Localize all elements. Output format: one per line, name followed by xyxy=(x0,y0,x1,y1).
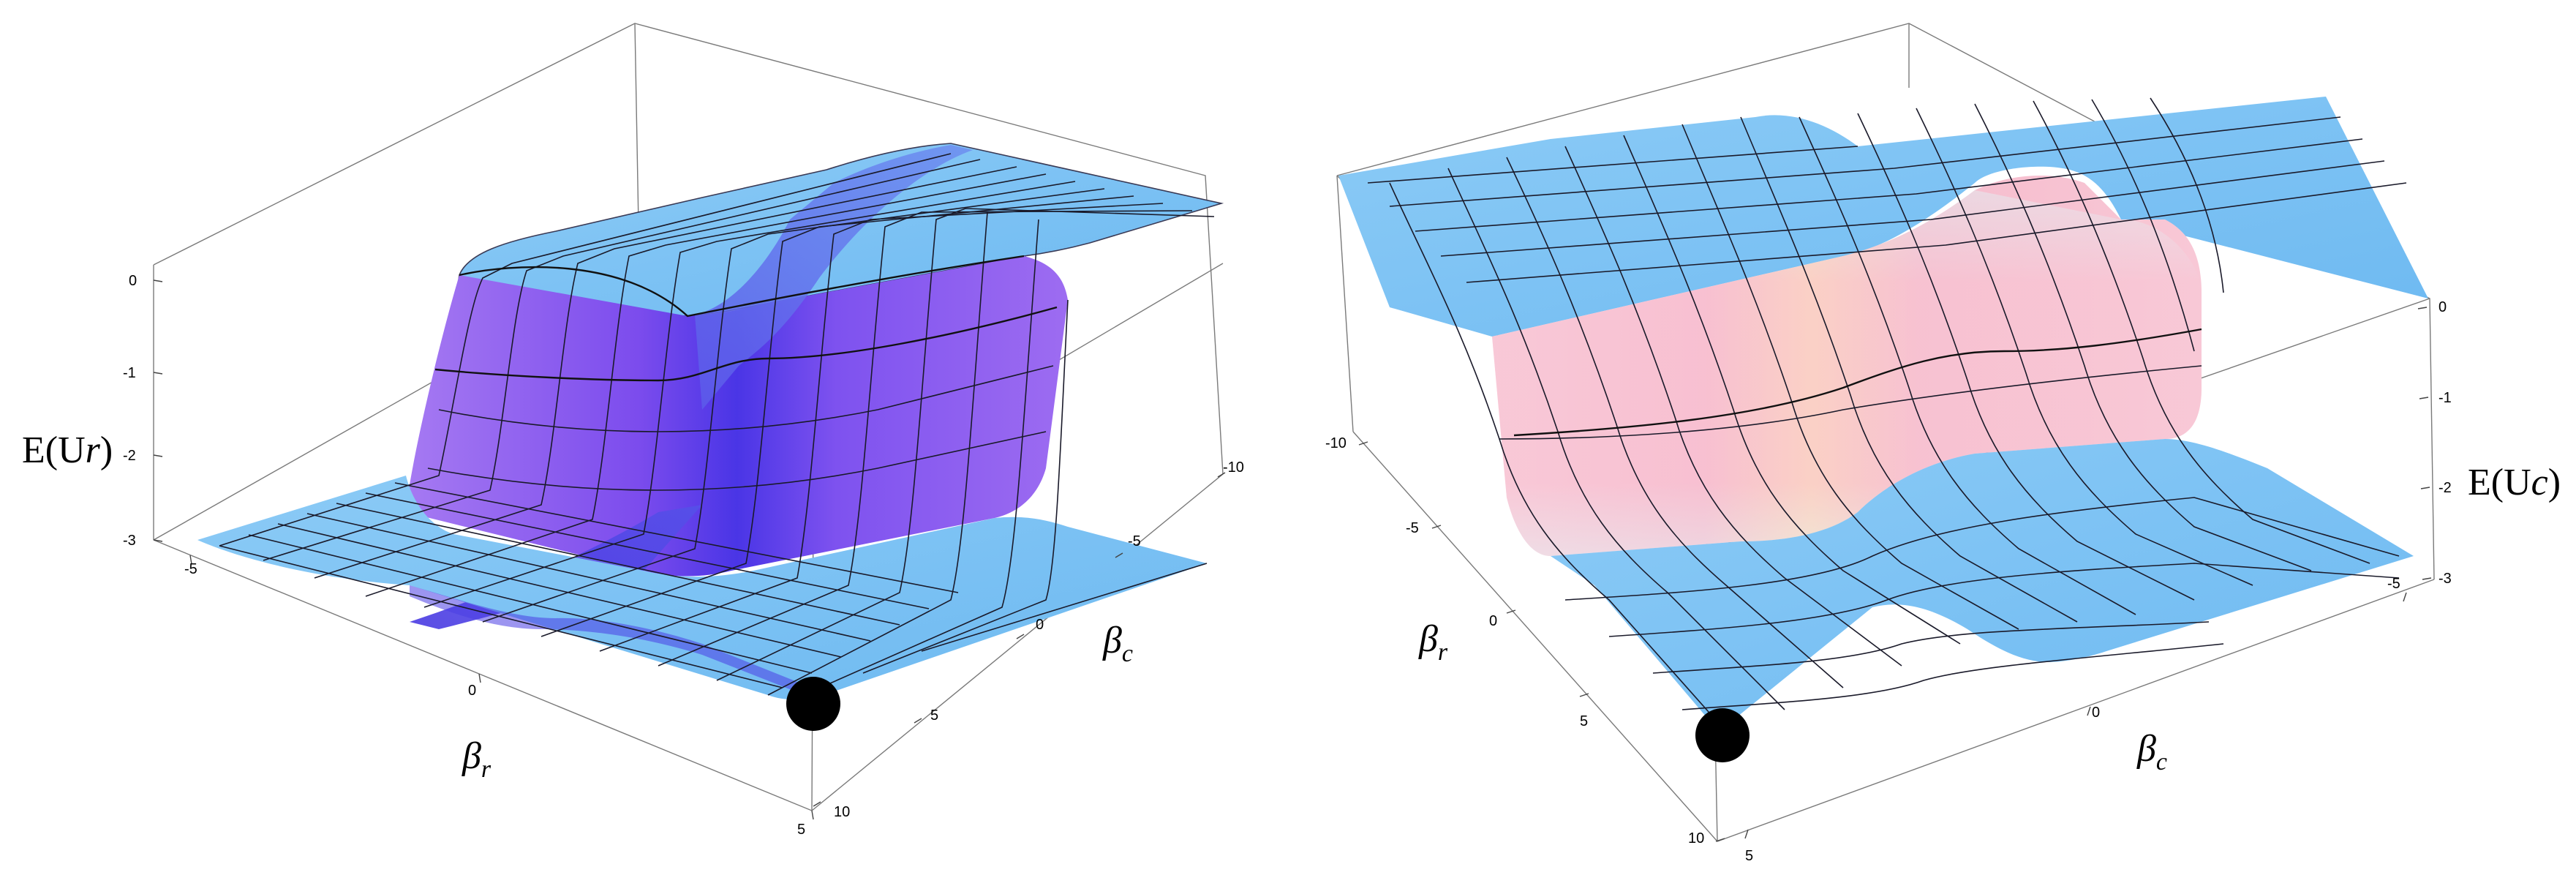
y-tick: 0 xyxy=(1489,613,1497,629)
x-axis: -5 0 5 βc xyxy=(1744,576,2407,864)
y-axis: -10 -5 0 5 10 βr xyxy=(1325,435,1725,846)
x-axis: -5 0 5 βr xyxy=(184,555,814,838)
z-tick: -3 xyxy=(2438,571,2452,587)
x-tick: 5 xyxy=(1745,848,1753,864)
surface-mesh xyxy=(219,153,1215,696)
y-tick: -10 xyxy=(1223,459,1244,476)
surface-midline xyxy=(434,306,1058,382)
y-tick: 0 xyxy=(1036,617,1044,633)
surface-slope xyxy=(406,256,1068,577)
y-tick: -10 xyxy=(1325,435,1347,451)
z-axis: 0 -1 -2 -3 E(Ur) xyxy=(22,273,163,549)
bounding-box-back xyxy=(153,23,1224,541)
surface-lower-plateau xyxy=(197,476,1207,700)
x-tick: -5 xyxy=(2387,576,2400,592)
x-tick: 0 xyxy=(468,683,476,699)
y-axis: -10 -5 0 5 10 βc xyxy=(813,459,1244,820)
surface-midline xyxy=(1513,328,2202,437)
surface-upper-edge xyxy=(459,255,1025,318)
z-tick: 0 xyxy=(129,273,137,289)
x-tick: 5 xyxy=(797,822,805,838)
z-tick: -1 xyxy=(123,365,136,381)
z-tick: 0 xyxy=(2438,299,2447,315)
y-tick: 5 xyxy=(930,707,938,724)
x-axis-label: βr xyxy=(462,735,492,783)
z-tick: -2 xyxy=(2438,480,2452,496)
surface-mesh xyxy=(1367,97,2407,732)
surface-lower-plateau xyxy=(1551,439,2414,732)
z-axis-label: E(Ur) xyxy=(22,429,113,471)
corner-marker xyxy=(1695,708,1750,762)
z-tick: -2 xyxy=(123,448,136,464)
y-tick: -5 xyxy=(1128,533,1141,549)
corner-marker xyxy=(786,677,840,731)
y-axis-label: βc xyxy=(1102,620,1133,667)
z-tick: -3 xyxy=(123,533,136,549)
y-tick: 5 xyxy=(1580,713,1588,729)
x-axis-label: βc xyxy=(2136,728,2167,776)
x-tick: 0 xyxy=(2092,705,2100,721)
z-axis: 0 -1 -2 -3 E(Uc) xyxy=(2417,299,2561,587)
surface-plot-utility-c: 0 -1 -2 -3 E(Uc) -5 0 5 βc -10 -5 0 5 10 xyxy=(1325,23,2561,864)
y-axis-label: βr xyxy=(1418,618,1448,666)
x-tick: -5 xyxy=(184,561,197,577)
y-tick: 10 xyxy=(1688,830,1704,846)
surface-upper-plateau xyxy=(1338,97,2428,337)
y-tick: -5 xyxy=(1406,520,1419,536)
surface-slope-fade xyxy=(1492,190,2202,556)
surface-plot-utility-r: 0 -1 -2 -3 E(Ur) -5 0 5 βr -10 -5 0 5 10 xyxy=(22,23,1244,838)
z-axis-label: E(Uc) xyxy=(2468,462,2561,503)
z-tick: -1 xyxy=(2438,390,2452,406)
y-tick: 10 xyxy=(834,804,850,820)
